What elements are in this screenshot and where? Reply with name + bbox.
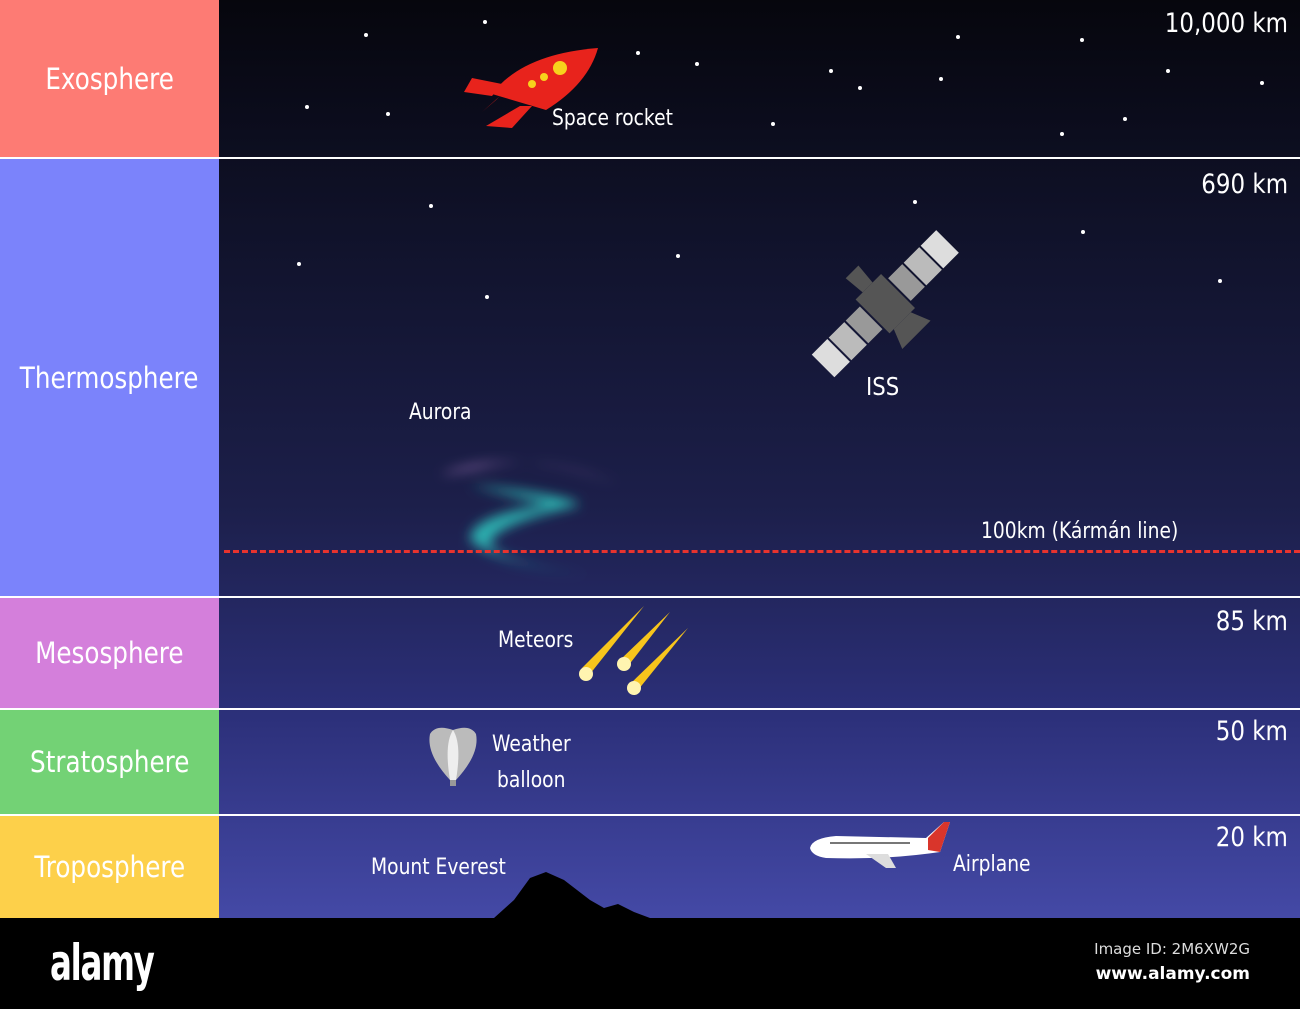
altitude-label: 20 km (1215, 822, 1288, 853)
divider (0, 708, 1300, 710)
image-id: Image ID: 2M6XW2G (1094, 940, 1250, 958)
star (305, 105, 309, 109)
alamy-url: www.alamy.com (1095, 964, 1250, 984)
rocket-label: Space rocket (552, 106, 673, 131)
star (485, 295, 489, 299)
layer-exosphere: Exosphere 10,000 km (0, 0, 1300, 157)
divider (0, 596, 1300, 598)
aurora-illustration (440, 462, 620, 575)
altitude-label: 85 km (1215, 606, 1288, 637)
rocket-icon (464, 48, 598, 128)
layer-mesosphere: Mesosphere 85 km (0, 598, 1300, 708)
star (771, 122, 775, 126)
divider (0, 814, 1300, 816)
layer-label: Troposphere (0, 816, 219, 918)
iss-label: ISS (866, 372, 900, 401)
star (1166, 69, 1170, 73)
weather-balloon-label-line2: balloon (497, 768, 566, 793)
layer-troposphere: Troposphere 20 km (0, 816, 1300, 918)
meteors-icon (579, 606, 688, 695)
layer-label: Mesosphere (0, 598, 219, 708)
star (1123, 117, 1127, 121)
mount-everest-label: Mount Everest (371, 855, 506, 880)
footer: alamy Image ID: 2M6XW2G www.alamy.com (0, 918, 1300, 1009)
star (483, 20, 487, 24)
star (1218, 279, 1222, 283)
weather-balloon-icon (429, 727, 477, 786)
star (636, 51, 640, 55)
star (1081, 230, 1085, 234)
star (1060, 132, 1064, 136)
airplane-icon (810, 822, 950, 868)
star (429, 204, 433, 208)
weather-balloon-label-line1: Weather (492, 732, 571, 757)
layer-label: Stratosphere (0, 710, 219, 814)
altitude-label: 50 km (1215, 716, 1288, 747)
star (1080, 38, 1084, 42)
star (939, 77, 943, 81)
star (858, 86, 862, 90)
meteors-label: Meteors (498, 628, 574, 653)
star (386, 112, 390, 116)
star (1260, 81, 1264, 85)
star (829, 69, 833, 73)
star (676, 254, 680, 258)
layer-label: Thermosphere (0, 159, 219, 596)
star (364, 33, 368, 37)
divider (0, 157, 1300, 159)
layer-stratosphere: Stratosphere 50 km (0, 710, 1300, 814)
star (297, 262, 301, 266)
layer-thermosphere: Thermosphere 690 km (0, 159, 1300, 596)
alamy-logo: alamy (50, 934, 155, 992)
iss-satellite-icon (811, 230, 959, 378)
airplane-label: Airplane (953, 852, 1031, 877)
mount-everest-silhouette (494, 872, 650, 918)
layer-label: Exosphere (0, 0, 219, 157)
altitude-label: 690 km (1201, 169, 1288, 200)
aurora-label: Aurora (409, 400, 472, 425)
star (956, 35, 960, 39)
altitude-label: 10,000 km (1164, 8, 1288, 39)
karman-line (224, 550, 1300, 553)
karman-line-label: 100km (Kármán line) (981, 519, 1179, 544)
star (695, 62, 699, 66)
star (913, 200, 917, 204)
